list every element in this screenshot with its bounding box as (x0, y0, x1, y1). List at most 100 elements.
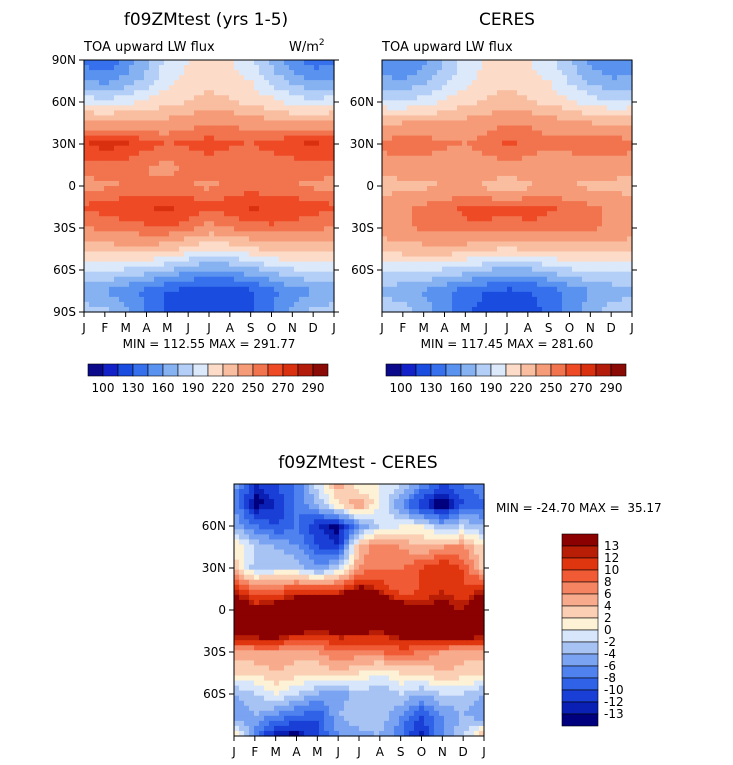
heatmap-cell (264, 175, 270, 182)
heatmap-cell (612, 175, 618, 182)
heatmap-cell (84, 206, 90, 212)
heatmap-cell (412, 246, 418, 253)
heatmap-cell (607, 211, 613, 217)
heatmap-cell (452, 296, 458, 303)
heatmap-cell (502, 256, 508, 263)
heatmap-cell (264, 110, 270, 117)
heatmap-cell (114, 306, 120, 313)
heatmap-cell (497, 206, 503, 212)
heatmap-cell (84, 65, 90, 71)
heatmap-cell (144, 180, 150, 187)
heatmap-cell (149, 196, 155, 202)
heatmap-cell (472, 236, 478, 243)
heatmap-cell (622, 201, 628, 207)
heatmap-cell (304, 105, 310, 111)
heatmap-cell (144, 135, 150, 142)
heatmap-cell (442, 246, 448, 253)
heatmap-cell (562, 196, 568, 202)
heatmap-cell (412, 281, 418, 288)
heatmap-cell (179, 90, 185, 96)
heatmap-cell (497, 241, 503, 248)
heatmap-cell (442, 160, 448, 167)
heatmap-cell (617, 70, 623, 76)
heatmap-cell (382, 196, 388, 202)
heatmap-cell (279, 286, 285, 293)
heatmap-cell (592, 170, 598, 177)
heatmap-cell (622, 216, 628, 222)
heatmap-cell (219, 211, 225, 217)
heatmap-cell (552, 211, 558, 217)
heatmap-cell (224, 301, 230, 308)
heatmap-cell (109, 180, 115, 187)
heatmap-cell (572, 231, 578, 237)
heatmap-cell (542, 105, 548, 111)
heatmap-cell (219, 251, 225, 258)
heatmap-cell (144, 90, 150, 96)
heatmap-cell (154, 60, 160, 66)
heatmap-cell (437, 95, 443, 101)
heatmap-cell (149, 276, 155, 283)
heatmap-cell (502, 115, 508, 122)
heatmap-cell (557, 155, 563, 162)
heatmap-cell (607, 95, 613, 101)
heatmap-cell (289, 236, 295, 243)
heatmap-cell (174, 191, 180, 197)
heatmap-cell (184, 75, 190, 81)
heatmap-cell (417, 115, 423, 122)
heatmap-cell (284, 80, 290, 86)
heatmap-cell (552, 130, 558, 137)
heatmap-cell (487, 276, 493, 283)
heatmap-cell (94, 75, 100, 81)
heatmap-cell (407, 100, 413, 106)
heatmap-cell (324, 150, 330, 157)
heatmap-cell (174, 70, 180, 76)
heatmap-cell (154, 286, 160, 293)
heatmap-cell (234, 256, 240, 263)
heatmap-cell (324, 180, 330, 187)
heatmap-cell (139, 301, 145, 308)
heatmap-cell (129, 301, 135, 308)
heatmap-cell (214, 241, 220, 248)
heatmap-cell (442, 286, 448, 293)
heatmap-cell (104, 100, 110, 106)
heatmap-cell (612, 120, 618, 127)
heatmap-cell (119, 226, 125, 232)
heatmap-cell (522, 60, 528, 66)
heatmap-cell (407, 95, 413, 101)
heatmap-cell (289, 135, 295, 142)
heatmap-cell (104, 115, 110, 122)
heatmap-cell (492, 186, 498, 192)
heatmap-cell (214, 95, 220, 101)
heatmap-cell (432, 206, 438, 212)
heatmap-cell (477, 165, 483, 172)
heatmap-cell (194, 201, 200, 207)
heatmap-cell (119, 266, 125, 273)
heatmap-cell (249, 100, 255, 106)
heatmap-cell (422, 135, 428, 142)
heatmap-cell (432, 241, 438, 248)
heatmap-cell (572, 125, 578, 132)
heatmap-cell (462, 180, 468, 187)
heatmap-cell (144, 160, 150, 167)
heatmap-cell (507, 165, 513, 172)
heatmap-cell (397, 301, 403, 308)
heatmap-cell (562, 251, 568, 258)
heatmap-cell (169, 306, 175, 313)
heatmap-cell (244, 216, 250, 222)
heatmap-cell (134, 226, 140, 232)
heatmap-cell (274, 186, 280, 192)
heatmap-cell (522, 251, 528, 258)
heatmap-cell (209, 130, 215, 137)
heatmap-cell (89, 165, 95, 172)
heatmap-cell (324, 191, 330, 197)
heatmap-cell (234, 296, 240, 303)
heatmap-cell (422, 271, 428, 278)
heatmap-cell (284, 145, 290, 152)
heatmap-cell (522, 85, 528, 91)
heatmap-cell (144, 120, 150, 127)
heatmap-cell (274, 196, 280, 202)
heatmap-cell (532, 120, 538, 127)
heatmap-cell (139, 135, 145, 142)
heatmap-cell (592, 75, 598, 81)
heatmap-cell (324, 236, 330, 243)
